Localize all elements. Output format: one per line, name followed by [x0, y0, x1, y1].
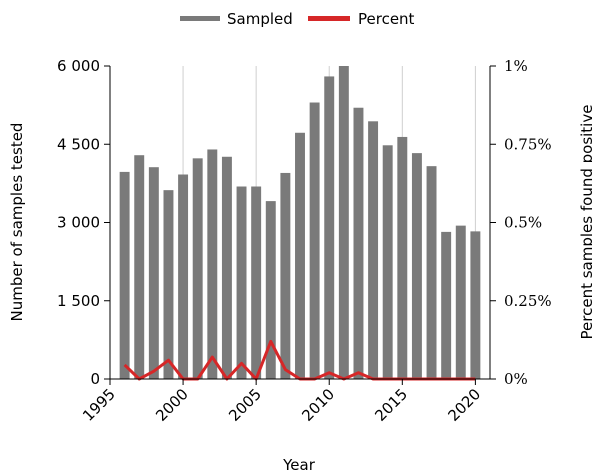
bar-2019 — [455, 225, 466, 379]
legend: Sampled Percent — [180, 10, 415, 28]
y-tick-label: 3 000 — [57, 214, 100, 232]
bar-1999 — [163, 190, 174, 379]
bar-2016 — [411, 153, 422, 379]
bar-2011 — [338, 66, 349, 379]
bar-2000 — [178, 174, 189, 379]
bar-2014 — [382, 145, 393, 379]
y2-tick-label: 1% — [504, 57, 528, 75]
bar-2004 — [236, 186, 247, 379]
x-tick-label: 2005 — [225, 385, 265, 425]
bar-2006 — [265, 201, 276, 379]
bar-2003 — [221, 156, 232, 379]
x-tick-label: 2015 — [371, 385, 411, 425]
bar-2001 — [192, 158, 203, 379]
bar-1996 — [119, 171, 130, 379]
legend-swatch-percent — [308, 16, 350, 21]
bar-2007 — [280, 172, 291, 379]
bar-2005 — [251, 186, 262, 379]
x-tick-label: 2000 — [152, 385, 192, 425]
bar-2002 — [207, 149, 218, 379]
bar-2013 — [368, 121, 379, 380]
x-tick-label: 2010 — [298, 385, 338, 425]
bar-2017 — [426, 166, 437, 379]
y2-tick-label: 0% — [504, 370, 528, 388]
bar-1997 — [134, 155, 145, 379]
bar-2009 — [309, 102, 320, 380]
y-tick-label: 0 — [90, 370, 100, 388]
y2-tick-label: 0.5% — [504, 214, 542, 232]
y-tick-label: 1 500 — [57, 292, 100, 310]
y2-axis-title: Percent samples found positive — [578, 105, 592, 340]
x-tick-label: 1995 — [79, 385, 119, 425]
y-tick-label: 4 500 — [57, 135, 100, 153]
legend-label-percent: Percent — [358, 10, 415, 28]
bar-2018 — [441, 231, 452, 379]
legend-label-sampled: Sampled — [227, 10, 293, 28]
y-axis-title: Number of samples tested — [8, 123, 26, 322]
legend-swatch-sampled — [180, 16, 220, 21]
bars-sampled — [119, 66, 481, 380]
bar-2020 — [470, 231, 481, 379]
y2-tick-label: 0.25% — [504, 292, 552, 310]
bar-1998 — [148, 167, 159, 379]
x-tick-label: 2020 — [444, 385, 484, 425]
x-axis-title: Year — [282, 456, 316, 474]
bar-2008 — [295, 132, 305, 379]
bar-2012 — [353, 107, 364, 379]
bar-2010 — [324, 76, 335, 379]
y2-tick-label: 0.75% — [504, 135, 552, 153]
bar-2015 — [397, 136, 408, 379]
y-tick-label: 6 000 — [57, 57, 100, 75]
